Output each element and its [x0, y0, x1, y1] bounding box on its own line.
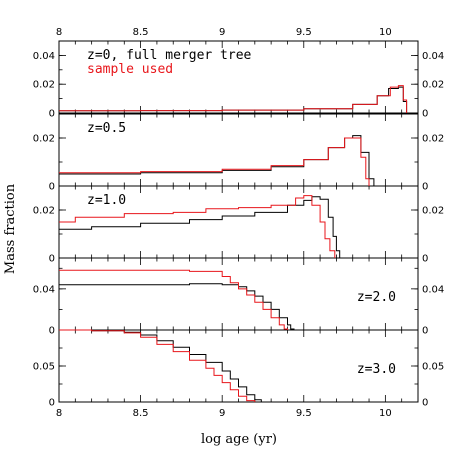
y-tick-label-right: 0.05: [422, 362, 444, 373]
full-tree-series-line: [59, 86, 408, 113]
x-tick-label-bottom: 8: [56, 408, 62, 419]
y-tick-label-right: 0: [422, 398, 428, 409]
y-tick-label-right: 0.04: [422, 284, 444, 295]
y-tick-label-right: 0.02: [422, 80, 444, 91]
y-axis-label: Mass fraction: [3, 183, 18, 274]
x-tick-label-bottom: 9.5: [296, 408, 312, 419]
x-tick-label-bottom: 8.5: [133, 408, 149, 419]
axes-layer: 0 0 0.02 0.02 0.04 0.04 0 0 0.02 0.02 0 0 0.02 0.02 0 0…: [33, 27, 445, 419]
panel-label: z=2.0: [357, 290, 396, 305]
x-tick-label-top: 9.5: [296, 27, 312, 38]
y-tick-label-right: 0.02: [422, 134, 444, 145]
y-tick-label-right: 0.04: [422, 51, 444, 62]
y-tick-label-right: 0: [422, 326, 428, 337]
y-tick-label-left: 0.02: [33, 80, 55, 91]
x-tick-label-top: 9: [219, 27, 225, 38]
x-tick-label-bottom: 10: [379, 408, 392, 419]
y-tick-label-left: 0.05: [33, 362, 55, 373]
sample-used-series-line: [59, 269, 288, 330]
sample-used-series-line: [59, 137, 370, 186]
x-axis-label: log age (yr): [201, 432, 277, 447]
series-layer: [59, 85, 408, 402]
y-tick-label-right: 0: [422, 182, 428, 193]
full-tree-series-line: [59, 135, 375, 186]
full-tree-series-line: [59, 196, 341, 258]
y-tick-label-left: 0.04: [33, 284, 55, 295]
y-tick-label-left: 0.02: [33, 134, 55, 145]
y-tick-label-left: 0: [49, 109, 55, 120]
panel-label: z=0.5: [87, 121, 126, 136]
y-tick-label-right: 0: [422, 109, 428, 120]
y-tick-label-left: 0: [49, 326, 55, 337]
sample-used-series-line: [59, 195, 336, 258]
x-tick-label-top: 8: [56, 27, 62, 38]
x-tick-label-top: 8.5: [133, 27, 149, 38]
y-tick-label-left: 0: [49, 182, 55, 193]
panel-label: z=0, full merger tree: [87, 48, 252, 63]
panel-label: sample used: [87, 62, 173, 77]
y-tick-label-right: 0: [422, 254, 428, 265]
sample-used-series-line: [59, 329, 256, 402]
full-tree-series-line: [59, 329, 262, 402]
panel-label: z=3.0: [357, 362, 396, 377]
x-tick-label-bottom: 9: [219, 408, 225, 419]
y-tick-label-left: 0: [49, 254, 55, 265]
sample-used-series-line: [59, 85, 408, 113]
panel-label: z=1.0: [87, 193, 126, 208]
y-tick-label-left: 0: [49, 398, 55, 409]
full-tree-series-line: [59, 283, 295, 330]
y-tick-label-left: 0.04: [33, 51, 55, 62]
x-tick-label-top: 10: [379, 27, 392, 38]
y-tick-label-left: 0.02: [33, 206, 55, 217]
y-tick-label-right: 0.02: [422, 206, 444, 217]
